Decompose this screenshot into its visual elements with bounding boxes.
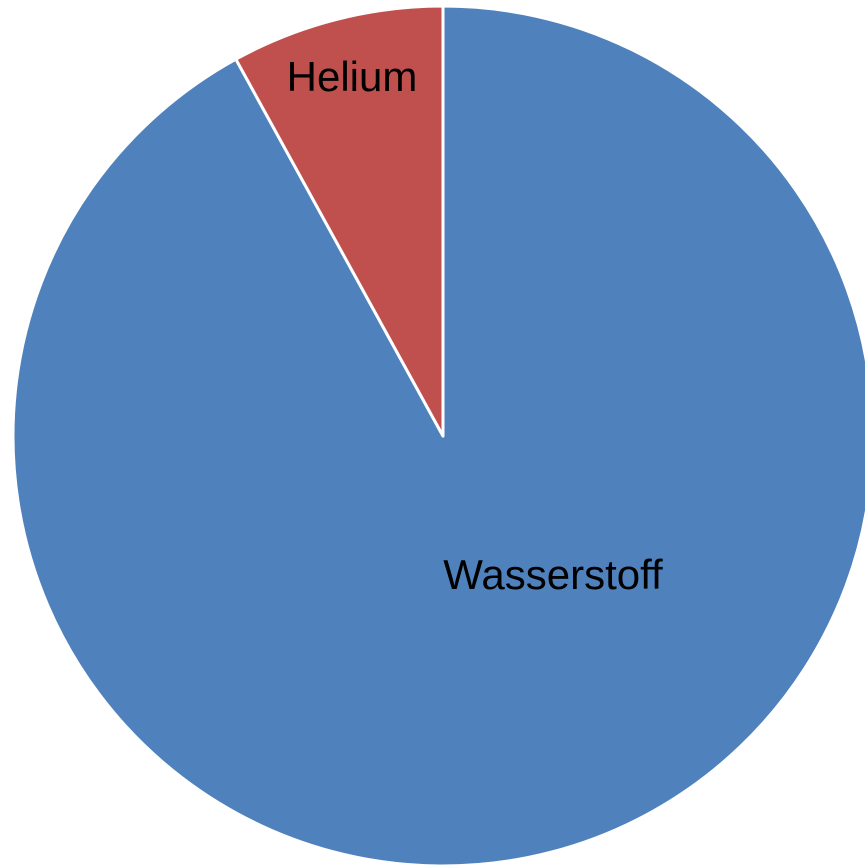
slice-label: Helium [287,53,418,100]
slice-label: Wasserstoff [443,551,663,598]
pie-slice [11,4,865,867]
pie-slice [234,4,445,438]
